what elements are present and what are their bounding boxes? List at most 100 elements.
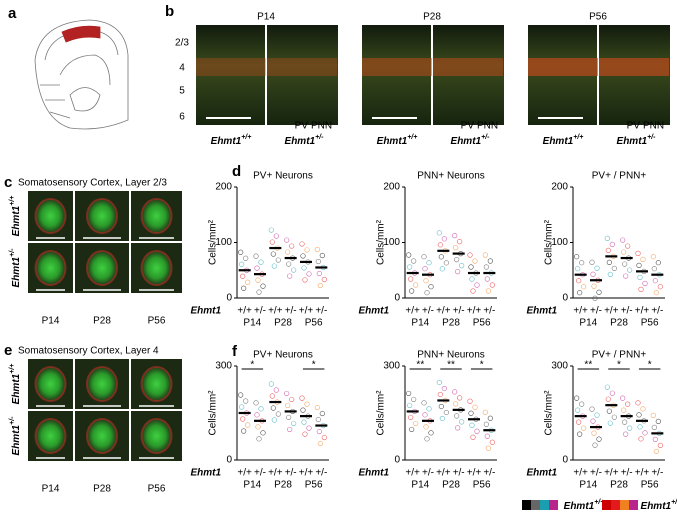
x-tick-label: +/- [621, 468, 633, 479]
point-cloud [485, 445, 491, 451]
point-cloud [291, 267, 297, 273]
x-tick-label: +/- [483, 306, 495, 317]
genotype-label: Ehmt1+/- [9, 248, 22, 288]
legend-swatch [540, 500, 549, 510]
point-cloud [454, 413, 460, 419]
point-cloud [642, 430, 648, 436]
brain-schematic [34, 19, 129, 130]
point-cloud [655, 418, 661, 424]
point-cloud [620, 395, 626, 401]
point-cloud [642, 280, 648, 286]
cell [86, 418, 118, 454]
genotype-label: Ehmt1+/- [285, 134, 325, 147]
point-cloud [299, 241, 305, 247]
point-cloud [637, 274, 643, 280]
panel-letter: f [232, 343, 238, 360]
group-label: P56 [473, 318, 491, 329]
x-tick-label: +/- [590, 306, 602, 317]
point-cloud [636, 262, 642, 268]
point-cloud [271, 417, 277, 423]
point-cloud [439, 415, 445, 422]
point-cloud [452, 233, 458, 239]
x-tick-label: +/+ [237, 468, 252, 479]
group-label: P28 [274, 318, 292, 329]
point-cloud [605, 396, 611, 402]
point-cloud [635, 400, 641, 406]
point-cloud [609, 390, 615, 396]
point-cloud [468, 264, 474, 270]
x-tick-label: +/+ [268, 306, 283, 317]
genotype-row-label: Ehmt1 [526, 468, 557, 479]
point-cloud [245, 279, 251, 285]
point-cloud [423, 278, 429, 284]
point-cloud [604, 235, 610, 241]
genotype-label: Ehmt1+/- [617, 134, 657, 147]
panel-letter: b [165, 3, 174, 20]
y-tick-label: 0 [226, 455, 232, 466]
point-cloud [638, 436, 644, 442]
stain-label: PV [295, 121, 309, 132]
point-cloud [589, 259, 595, 265]
point-cloud [238, 249, 244, 255]
stain-label: PNN [311, 121, 332, 132]
x-tick-label: +/- [254, 306, 266, 317]
sig-stars: ** [584, 360, 592, 371]
legend-swatch [531, 500, 540, 510]
point-cloud [409, 426, 415, 433]
stain-label: PNN [643, 121, 664, 132]
y-tick-label: 0 [226, 293, 232, 304]
x-tick-label: +/+ [604, 306, 619, 317]
panel-title: Somatosensory Cortex, Layer 2/3 [18, 178, 167, 189]
point-cloud [594, 265, 600, 271]
y-axis-label: Cells/mm² [208, 390, 219, 436]
point-cloud [453, 245, 459, 251]
micrograph [267, 25, 338, 125]
point-cloud [269, 239, 275, 245]
x-tick-label: +/- [422, 468, 434, 479]
point-cloud [240, 416, 246, 422]
gene: Ehmt1 [11, 373, 22, 404]
point-cloud [436, 230, 442, 236]
point-cloud [441, 385, 447, 392]
point-cloud [301, 419, 307, 425]
point-cloud [577, 431, 583, 437]
point-cloud [428, 430, 434, 436]
x-tick-label: +/+ [405, 468, 420, 479]
point-cloud [653, 290, 659, 296]
point-cloud [472, 404, 478, 410]
point-cloud [482, 252, 488, 258]
point-cloud [487, 415, 493, 421]
y-axis-label: Cells/mm² [544, 390, 555, 436]
cell [86, 366, 118, 402]
point-cloud [258, 406, 264, 412]
point-cloud [468, 410, 474, 416]
y-tick-label: 300 [215, 361, 232, 372]
point-cloud [474, 282, 480, 288]
point-cloud [426, 406, 432, 412]
genotype-label: Ehmt1+/- [9, 416, 22, 456]
point-cloud [604, 384, 610, 390]
point-cloud [270, 405, 276, 411]
panel-letter: a [8, 5, 17, 22]
y-tick-label: 200 [383, 182, 400, 193]
point-cloud [652, 278, 658, 284]
point-cloud [581, 284, 587, 290]
x-tick-label: +/+ [405, 306, 420, 317]
allele: +/- [9, 248, 16, 257]
x-tick-label: +/+ [467, 306, 482, 317]
point-cloud [609, 241, 615, 247]
panel-letter: d [232, 163, 241, 180]
group-label: P56 [473, 480, 491, 491]
panel-title: Somatosensory Cortex, Layer 4 [18, 346, 159, 357]
genotype-row-label: Ehmt1 [358, 468, 389, 479]
point-cloud [574, 395, 580, 401]
cell [34, 250, 67, 286]
gene: Ehmt1 [11, 256, 22, 287]
gene: Ehmt1 [564, 501, 595, 512]
point-cloud [606, 408, 612, 414]
cell [140, 418, 173, 454]
point-cloud [581, 425, 587, 431]
point-cloud [422, 266, 428, 272]
age-label: P56 [589, 12, 607, 23]
point-cloud [256, 436, 262, 442]
